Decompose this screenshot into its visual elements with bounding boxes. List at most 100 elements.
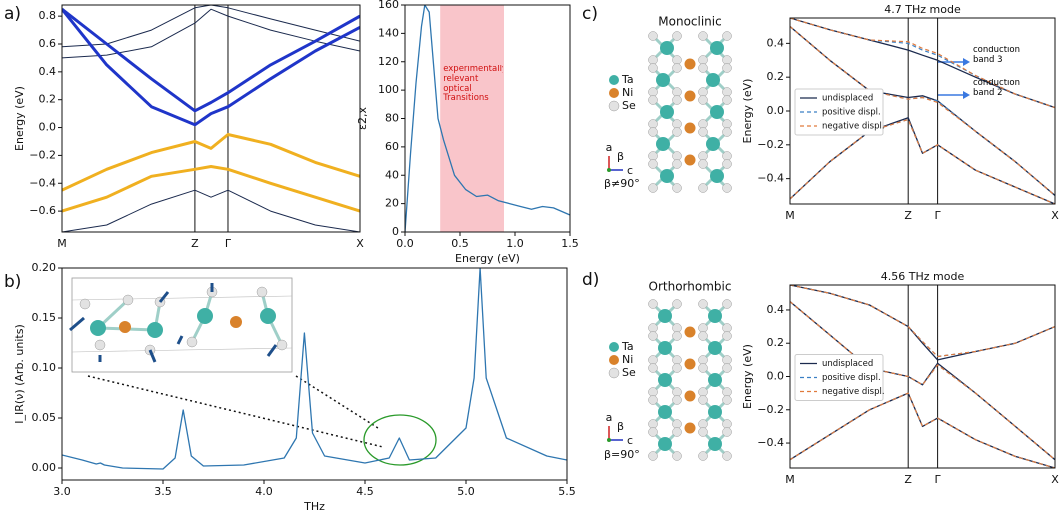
y-tick-label: 60 bbox=[385, 140, 399, 153]
se-atom bbox=[672, 87, 682, 97]
se-atom bbox=[698, 331, 708, 341]
x-tick-label: 5.0 bbox=[457, 485, 475, 498]
span bbox=[440, 5, 504, 232]
x-tick-label: Z bbox=[904, 473, 912, 486]
y-tick-label: 160 bbox=[378, 0, 399, 11]
structures: Monoclinic Orthorhombic Ta Ni Se Ta Ni S… bbox=[604, 15, 732, 461]
legend-label: positive displ. bbox=[822, 373, 881, 383]
se-atom bbox=[698, 183, 708, 193]
se-atom bbox=[276, 339, 288, 351]
se-atom bbox=[648, 87, 658, 97]
axes-frame bbox=[789, 17, 1056, 205]
y-tick-label: 0.4 bbox=[767, 303, 785, 316]
arrowhead bbox=[963, 58, 970, 66]
se-atom bbox=[672, 119, 682, 129]
y-tick-label: 0.00 bbox=[32, 461, 57, 474]
axes-frame bbox=[61, 267, 568, 481]
x-tick-label: Z bbox=[904, 209, 912, 222]
se-atom bbox=[722, 151, 732, 161]
y-tick-label: 0.2 bbox=[39, 93, 57, 106]
x-tick-label: Γ bbox=[935, 209, 942, 222]
panel-label: c) bbox=[582, 4, 598, 24]
series-line bbox=[62, 189, 360, 232]
ta-atom bbox=[706, 137, 720, 151]
x-tick-label: 4.5 bbox=[356, 485, 374, 498]
se-atom bbox=[648, 151, 658, 161]
se-atom bbox=[186, 336, 198, 348]
se-atom bbox=[672, 427, 682, 437]
se-atom bbox=[79, 298, 91, 310]
ta-atom bbox=[660, 41, 674, 55]
inset-edge bbox=[71, 295, 293, 301]
legend-frame bbox=[794, 354, 884, 401]
se-atom bbox=[648, 323, 658, 333]
y-tick-label: 0.05 bbox=[32, 411, 57, 424]
series-line bbox=[62, 5, 360, 48]
axis-origin bbox=[607, 168, 611, 172]
x-tick-label: 1.5 bbox=[561, 237, 579, 250]
x-tick-label: 1.0 bbox=[506, 237, 524, 250]
ta-atom bbox=[656, 73, 670, 87]
annotation: conduction band 3 bbox=[973, 46, 1020, 65]
se-atom bbox=[698, 55, 708, 65]
se-atom bbox=[698, 119, 708, 129]
se-atom bbox=[698, 363, 708, 373]
panel-label: d) bbox=[582, 270, 599, 290]
se-atom bbox=[698, 151, 708, 161]
se-atom bbox=[698, 387, 708, 397]
se-atom bbox=[722, 419, 732, 429]
ta-atom bbox=[197, 308, 213, 324]
displacement-arrow bbox=[266, 344, 278, 357]
axis-label: c bbox=[627, 164, 633, 177]
se-atom bbox=[648, 331, 658, 341]
legend-swatch bbox=[609, 342, 619, 352]
legend-label: positive displ. bbox=[822, 108, 881, 118]
se-atom bbox=[94, 339, 106, 351]
angle-label: β≠90° bbox=[604, 177, 640, 190]
se-atom bbox=[672, 331, 682, 341]
ta-atom bbox=[660, 169, 674, 183]
se-atom bbox=[648, 355, 658, 365]
se-atom bbox=[256, 286, 268, 298]
legend-label: undisplaced bbox=[822, 94, 873, 104]
structure-legend: Ta Ni Se Ta Ni Se bbox=[608, 73, 636, 379]
series-line bbox=[790, 285, 1055, 468]
ta-atom bbox=[658, 437, 672, 451]
se-atom bbox=[722, 331, 732, 341]
x-tick-label: M bbox=[57, 237, 67, 250]
y-tick-label: 0.10 bbox=[32, 361, 57, 374]
ni-atom bbox=[684, 58, 696, 70]
y-tick-label: −0.4 bbox=[757, 172, 784, 185]
axes-frame bbox=[789, 284, 1056, 469]
y-tick-label: 140 bbox=[378, 26, 399, 39]
se-atom bbox=[698, 127, 708, 137]
se-atom bbox=[672, 363, 682, 373]
ta-atom bbox=[658, 341, 672, 355]
axis-label: β bbox=[617, 420, 624, 433]
se-atom bbox=[722, 323, 732, 333]
x-tick-label: 3.0 bbox=[53, 485, 71, 498]
highlight-ellipse bbox=[363, 414, 437, 466]
callout-line bbox=[87, 375, 384, 448]
y-tick-label: 0.4 bbox=[767, 36, 785, 49]
inset-edge bbox=[71, 347, 293, 353]
series-line bbox=[62, 8, 360, 113]
axes-frame bbox=[61, 4, 361, 233]
ta-atom bbox=[708, 309, 722, 323]
x-axis-label: Energy (eV) bbox=[455, 252, 520, 265]
ni-atom bbox=[684, 90, 696, 102]
ni-atom bbox=[684, 422, 696, 434]
se-atom bbox=[698, 451, 708, 461]
legend-swatch bbox=[609, 88, 619, 98]
ta-atom bbox=[706, 73, 720, 87]
x-tick-label: X bbox=[356, 237, 364, 250]
y-axis-label: Energy (eV) bbox=[741, 344, 754, 409]
y-tick-label: 0.8 bbox=[39, 9, 57, 22]
ta-atom bbox=[658, 309, 672, 323]
y-tick-label: 0.0 bbox=[767, 104, 785, 117]
ta-atom bbox=[656, 137, 670, 151]
y-axis-label: I_IR(ν) (Arb. units) bbox=[13, 324, 26, 424]
displacement-arrow bbox=[158, 291, 170, 303]
axis-label: β bbox=[617, 150, 624, 163]
